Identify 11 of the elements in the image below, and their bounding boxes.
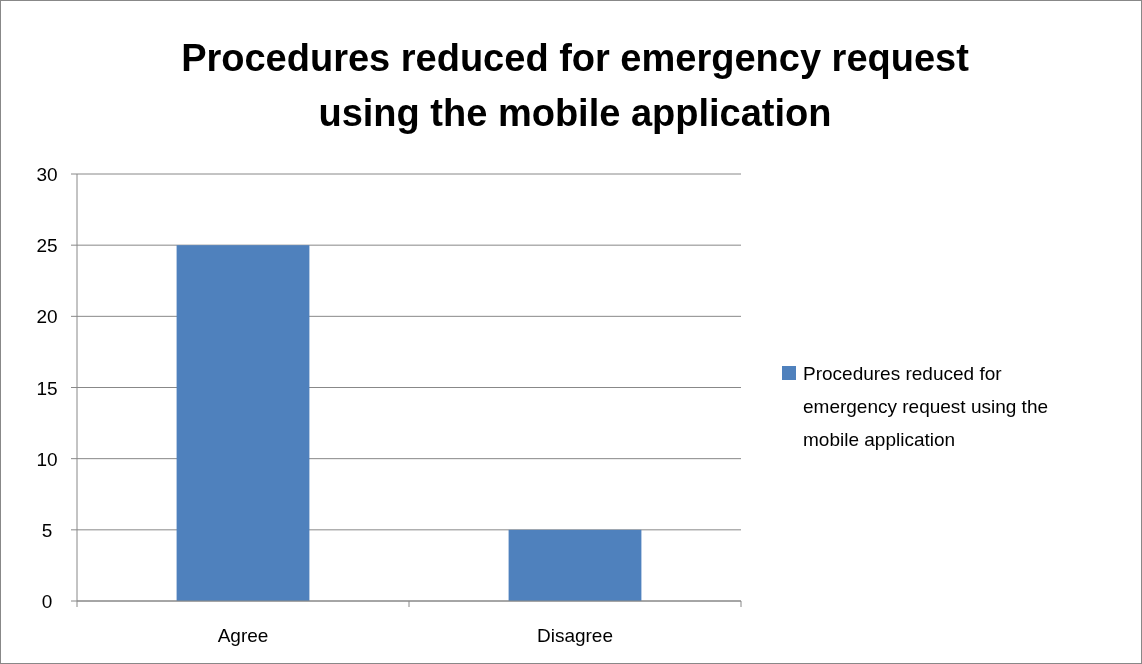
x-tick-label: Disagree bbox=[536, 625, 614, 646]
y-tick-label: 30 bbox=[36, 164, 58, 185]
y-tick-label: 15 bbox=[36, 377, 58, 399]
y-tick-label: 0 bbox=[41, 591, 53, 612]
y-tick-label: 20 bbox=[36, 306, 58, 328]
y-tick-label: 25 bbox=[36, 235, 58, 257]
y-tick-label: 10 bbox=[36, 448, 58, 470]
chart-title: Procedures reduced for emergency request using the mobile application bbox=[181, 37, 970, 134]
legend-label: Procedures reduced for emergency request using the mobile application bbox=[803, 363, 1049, 450]
x-tick-label: Agree bbox=[217, 625, 269, 646]
y-tick-label: 5 bbox=[41, 519, 53, 541]
